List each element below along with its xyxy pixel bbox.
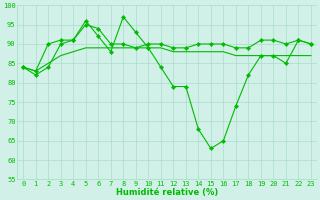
X-axis label: Humidité relative (%): Humidité relative (%) <box>116 188 218 197</box>
